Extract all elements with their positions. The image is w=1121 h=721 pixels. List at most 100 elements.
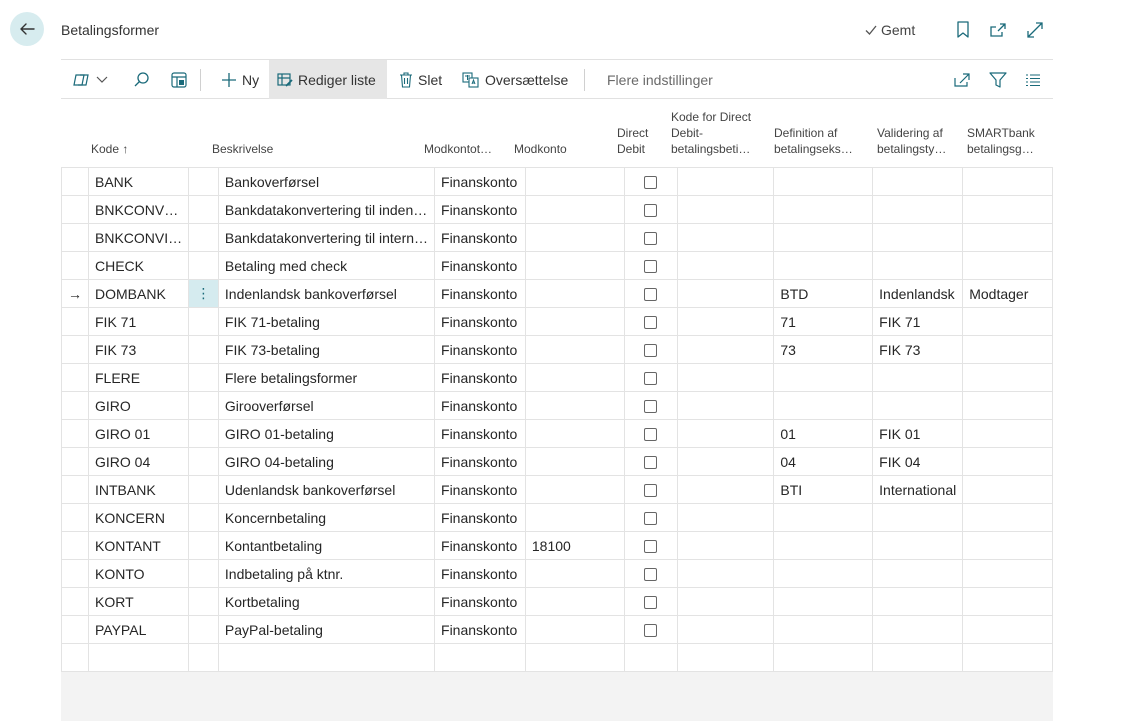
cell-validering[interactable] [872, 223, 964, 252]
cell-definition[interactable]: 73 [773, 335, 874, 364]
cell-definition[interactable] [773, 587, 874, 616]
column-header-definition[interactable]: Definition af betalingseks… [774, 126, 853, 156]
cell-definition[interactable]: 01 [773, 419, 874, 448]
cell-modkonto[interactable] [524, 503, 626, 532]
open-new-window-button[interactable] [987, 19, 1009, 41]
cell-modkonto[interactable] [524, 391, 626, 420]
cell-validering[interactable]: International [872, 475, 964, 504]
cell-kode[interactable]: KONTANT [87, 531, 190, 560]
cell-kode[interactable]: CHECK [87, 251, 190, 280]
column-header-smartbank[interactable]: SMARTbank betalingsg… [967, 126, 1035, 156]
cell-definition[interactable]: 04 [773, 447, 874, 476]
table-row[interactable]: FIK 73 FIK 73-betaling Finanskonto 73 FIK 73 [61, 335, 1053, 364]
cell-kode[interactable]: BNKCONVI… [87, 223, 190, 252]
direct-debit-checkbox[interactable] [644, 568, 658, 582]
cell-validering[interactable] [872, 559, 964, 588]
table-row[interactable]: GIRO Girooverførsel Finanskonto [61, 391, 1053, 420]
direct-debit-checkbox[interactable] [644, 624, 658, 638]
cell-definition[interactable] [773, 167, 874, 196]
cell-modkonto[interactable] [524, 363, 626, 392]
cell-smartbank[interactable] [962, 587, 1053, 616]
cell-modkontotype[interactable]: Finanskonto [434, 167, 526, 196]
cell-modkontotype[interactable]: Finanskonto [434, 363, 526, 392]
cell-direct-debit-code[interactable] [676, 475, 775, 504]
cell-direct-debit[interactable] [624, 167, 678, 196]
row-actions-cell[interactable] [188, 447, 219, 476]
cell-beskrivelse[interactable]: Koncernbetaling [217, 503, 436, 532]
cell-direct-debit[interactable] [624, 587, 678, 616]
cell-modkonto[interactable] [524, 307, 626, 336]
row-actions-cell[interactable] [188, 363, 219, 392]
cell-validering[interactable] [872, 531, 964, 560]
cell-direct-debit-code[interactable] [676, 223, 775, 252]
cell-validering[interactable] [872, 363, 964, 392]
direct-debit-checkbox[interactable] [644, 596, 658, 610]
cell-direct-debit-code[interactable] [676, 307, 775, 336]
cell-beskrivelse[interactable]: Girooverførsel [217, 391, 436, 420]
cell-modkonto[interactable] [524, 419, 626, 448]
cell-modkonto[interactable] [524, 279, 626, 308]
row-actions-cell[interactable] [188, 335, 219, 364]
cell-modkontotype[interactable]: Finanskonto [434, 503, 526, 532]
expand-button[interactable] [1024, 19, 1046, 41]
cell-validering[interactable] [872, 391, 964, 420]
cell-modkontotype[interactable]: Finanskonto [434, 335, 526, 364]
cell-direct-debit-code[interactable] [676, 615, 775, 644]
cell-smartbank[interactable] [962, 251, 1053, 280]
row-actions-cell[interactable] [188, 251, 219, 280]
cell-definition[interactable] [773, 391, 874, 420]
cell-direct-debit[interactable] [624, 307, 678, 336]
direct-debit-checkbox[interactable] [644, 232, 658, 246]
cell-direct-debit[interactable] [624, 391, 678, 420]
table-row[interactable]: FIK 71 FIK 71-betaling Finanskonto 71 FIK 71 [61, 307, 1053, 336]
cell-smartbank[interactable] [962, 363, 1053, 392]
cell-direct-debit[interactable] [624, 335, 678, 364]
cell-validering[interactable] [872, 251, 964, 280]
row-actions-cell[interactable] [188, 587, 219, 616]
views-dropdown-button[interactable] [65, 60, 116, 99]
cell-validering[interactable]: FIK 01 [872, 419, 964, 448]
cell-kode[interactable]: FLERE [87, 363, 190, 392]
column-header-kode[interactable]: Kode ↑ [91, 142, 129, 156]
translation-button[interactable]: Oversættelse [454, 60, 576, 99]
cell-beskrivelse[interactable]: Betaling med check [217, 251, 436, 280]
cell-beskrivelse[interactable]: Flere betalingsformer [217, 363, 436, 392]
cell-direct-debit-code[interactable] [676, 363, 775, 392]
cell-kode[interactable] [87, 643, 190, 672]
table-row[interactable]: PAYPAL PayPal-betaling Finanskonto [61, 615, 1053, 644]
cell-validering[interactable]: FIK 04 [872, 447, 964, 476]
cell-modkontotype[interactable]: Finanskonto [434, 251, 526, 280]
cell-validering[interactable] [872, 167, 964, 196]
cell-direct-debit-code[interactable] [676, 419, 775, 448]
cell-smartbank[interactable] [962, 195, 1053, 224]
cell-direct-debit[interactable] [624, 559, 678, 588]
row-actions-cell[interactable] [188, 559, 219, 588]
cell-modkonto[interactable]: 18100 [524, 531, 626, 560]
table-row[interactable]: FLERE Flere betalingsformer Finanskonto [61, 363, 1053, 392]
cell-validering[interactable]: FIK 71 [872, 307, 964, 336]
cell-smartbank[interactable] [962, 419, 1053, 448]
cell-beskrivelse[interactable]: Bankdatakonvertering til inden… [217, 195, 436, 224]
cell-beskrivelse[interactable]: Bankdatakonvertering til intern… [217, 223, 436, 252]
table-row[interactable]: KONTANT Kontantbetaling Finanskonto 18100 [61, 531, 1053, 560]
cell-modkontotype[interactable]: Finanskonto [434, 279, 526, 308]
row-actions-cell[interactable]: ⋮ [188, 279, 219, 308]
row-actions-cell[interactable] [188, 167, 219, 196]
delete-button[interactable]: Slet [391, 60, 450, 99]
cell-definition[interactable]: BTD [773, 279, 874, 308]
row-actions-cell[interactable] [188, 531, 219, 560]
cell-beskrivelse[interactable]: GIRO 04-betaling [217, 447, 436, 476]
column-header-direct-debit[interactable]: Direct Debit [617, 126, 649, 156]
column-header-modkontotype[interactable]: Modkontot… [424, 142, 493, 156]
edit-list-button[interactable]: Rediger liste [269, 60, 387, 99]
cell-modkonto[interactable] [524, 251, 626, 280]
cell-kode[interactable]: KONTO [87, 559, 190, 588]
cell-direct-debit-code[interactable] [676, 531, 775, 560]
column-header-beskrivelse[interactable]: Beskrivelse [212, 142, 274, 156]
cell-direct-debit-code[interactable] [676, 587, 775, 616]
cell-validering[interactable] [872, 587, 964, 616]
direct-debit-checkbox[interactable] [644, 484, 658, 498]
cell-definition[interactable] [773, 503, 874, 532]
table-row[interactable]: KONCERN Koncernbetaling Finanskonto [61, 503, 1053, 532]
cell-modkontotype[interactable]: Finanskonto [434, 475, 526, 504]
